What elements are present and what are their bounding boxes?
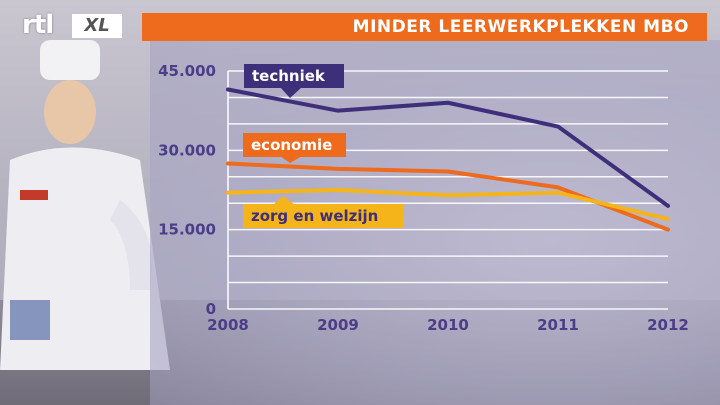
y-tick-label: 30.000	[158, 141, 216, 159]
x-tick-label: 2011	[537, 316, 579, 334]
series-line	[226, 87, 670, 208]
chart-title: MINDER LEERWERKPLEKKEN MBO	[352, 17, 689, 37]
series-label-pointer	[280, 156, 302, 163]
x-tick-label: 2010	[427, 316, 469, 334]
logo-rtl-text: rtl	[22, 10, 54, 40]
series-label-pointer	[280, 87, 302, 98]
series-line	[226, 188, 670, 222]
series-label: economie	[251, 136, 332, 154]
y-tick-label: 15.000	[158, 221, 216, 239]
x-tick-label: 2009	[317, 316, 359, 334]
logo-xl-badge: XL	[72, 14, 122, 38]
series-label-pointer	[273, 196, 295, 205]
series-label-box	[243, 204, 403, 228]
y-tick-label: 0	[206, 300, 216, 318]
title-bar: MINDER LEERWERKPLEKKEN MBO	[142, 13, 707, 41]
x-tick-label: 2008	[207, 316, 249, 334]
series-label: techniek	[252, 67, 326, 85]
background-chef-figure	[0, 40, 170, 370]
series-label-box	[244, 64, 344, 88]
series-label: zorg en welzijn	[251, 207, 378, 225]
y-tick-label: 45.000	[158, 62, 216, 80]
x-tick-label: 2012	[647, 316, 689, 334]
series-label-box	[243, 133, 346, 157]
